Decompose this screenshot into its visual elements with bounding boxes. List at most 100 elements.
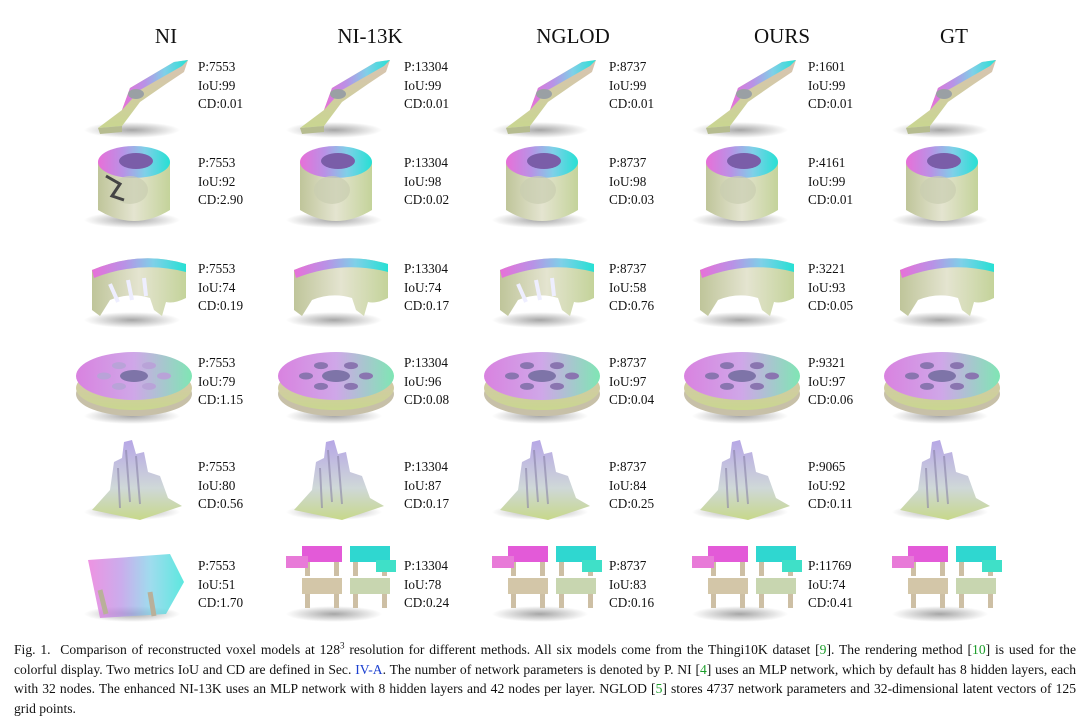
metric-cd: CD:0.01 [808, 192, 854, 208]
metrics-bracket-ni-13k: P:13304 IoU:99 CD:0.01 [404, 58, 449, 114]
metric-p: P:4161 [808, 155, 846, 170]
model-render-bracket-ni-13k [272, 50, 402, 142]
metric-iou: IoU:99 [808, 173, 846, 189]
model-render-wheel-gt [878, 336, 1008, 428]
metric-iou: IoU:97 [609, 373, 647, 389]
metric-p: P:7553 [198, 355, 236, 370]
metric-p: P:13304 [404, 155, 448, 170]
caption-fig-label: Fig. 1. [14, 642, 51, 657]
model-render-ring-nglod [478, 240, 608, 332]
metric-iou: IoU:96 [404, 373, 442, 389]
model-render-tables-nglod [478, 534, 608, 626]
model-render-bracket-ni [70, 50, 200, 142]
metric-cd: CD:0.08 [404, 392, 450, 408]
metric-iou: IoU:74 [404, 279, 442, 295]
metrics-bracket-ni: P:7553 IoU:99 CD:0.01 [198, 58, 243, 114]
model-render-bracket-nglod [478, 50, 608, 142]
metric-p: P:7553 [198, 459, 236, 474]
metric-cd: CD:0.25 [609, 496, 655, 512]
metric-cd: CD:0.24 [404, 595, 450, 611]
model-render-castle-ni-13k [272, 432, 402, 524]
metrics-wheel-ni-13k: P:13304 IoU:96 CD:0.08 [404, 354, 449, 410]
section-link-iva[interactable]: IV-A [355, 661, 383, 677]
metric-iou: IoU:74 [198, 279, 236, 295]
model-render-tables-ours [678, 534, 808, 626]
metric-p: P:8737 [609, 459, 647, 474]
metrics-tables-ni: P:7553 IoU:51 CD:1.70 [198, 557, 243, 613]
model-render-cylinder-gt [878, 140, 1008, 232]
model-render-tables-ni [70, 534, 200, 626]
metric-iou: IoU:99 [609, 77, 647, 93]
column-header-ours: OURS [753, 24, 811, 48]
metric-cd: CD:0.04 [609, 392, 655, 408]
metric-p: P:8737 [609, 155, 647, 170]
metrics-cylinder-nglod: P:8737 IoU:98 CD:0.03 [609, 154, 654, 210]
citation-link-5[interactable]: 5 [655, 681, 663, 697]
model-render-bracket-ours [678, 50, 808, 142]
metric-cd: CD:0.02 [404, 192, 450, 208]
metrics-wheel-nglod: P:8737 IoU:97 CD:0.04 [609, 354, 654, 410]
metrics-tables-nglod: P:8737 IoU:83 CD:0.16 [609, 557, 654, 613]
metric-cd: CD:0.05 [808, 298, 854, 314]
model-render-wheel-ours [678, 336, 808, 428]
metric-iou: IoU:51 [198, 576, 236, 592]
metric-p: P:13304 [404, 261, 448, 276]
metric-cd: CD:0.11 [808, 496, 853, 512]
citation-link-10[interactable]: 10 [972, 642, 986, 657]
metrics-bracket-ours: P:1601 IoU:99 CD:0.01 [808, 58, 853, 114]
figure-caption: Fig. 1. Comparison of reconstructed voxe… [14, 640, 1076, 718]
caption-text-5: . The number of network parameters is de… [382, 661, 700, 677]
metric-cd: CD:0.06 [808, 392, 854, 408]
metric-p: P:13304 [404, 355, 448, 370]
metrics-castle-ours: P:9065 IoU:92 CD:0.11 [808, 458, 853, 514]
metrics-tables-ours: P:11769 IoU:74 CD:0.41 [808, 557, 853, 613]
column-header-ni: NI [154, 24, 178, 48]
metric-p: P:3221 [808, 261, 846, 276]
metric-iou: IoU:99 [198, 77, 236, 93]
model-render-wheel-nglod [478, 336, 608, 428]
metric-cd: CD:0.19 [198, 298, 244, 314]
metrics-castle-ni-13k: P:13304 IoU:87 CD:0.17 [404, 458, 449, 514]
metric-cd: CD:1.70 [198, 595, 244, 611]
caption-text-6: ] uses an MLP network, which by default … [14, 661, 1077, 697]
metrics-castle-nglod: P:8737 IoU:84 CD:0.25 [609, 458, 654, 514]
caption-text-7: ] stores 4737 network parameters and 32-… [14, 681, 1076, 716]
metric-cd: CD:0.76 [609, 298, 655, 314]
metric-p: P:7553 [198, 558, 236, 573]
model-render-wheel-ni [70, 336, 200, 428]
model-render-castle-ni [70, 432, 200, 524]
metric-cd: CD:0.03 [609, 192, 655, 208]
model-render-ring-ni-13k [272, 240, 402, 332]
metrics-ring-nglod: P:8737 IoU:58 CD:0.76 [609, 260, 654, 316]
metric-cd: CD:0.01 [404, 96, 450, 112]
metric-iou: IoU:74 [808, 576, 846, 592]
metric-iou: IoU:99 [404, 77, 442, 93]
metric-iou: IoU:98 [609, 173, 647, 189]
column-header-nglod: NGLOD [536, 24, 610, 48]
metrics-cylinder-ni-13k: P:13304 IoU:98 CD:0.02 [404, 154, 449, 210]
metric-iou: IoU:99 [808, 77, 846, 93]
citation-link-4[interactable]: 4 [699, 661, 707, 677]
column-header-ni13k: NI-13K [337, 24, 403, 48]
metric-p: P:8737 [609, 558, 647, 573]
model-render-tables-gt [878, 534, 1008, 626]
metrics-cylinder-ni: P:7553 IoU:92 CD:2.90 [198, 154, 243, 210]
model-render-wheel-ni-13k [272, 336, 402, 428]
model-render-bracket-gt [878, 50, 1008, 142]
metric-cd: CD:0.01 [808, 96, 854, 112]
metrics-ring-ni-13k: P:13304 IoU:74 CD:0.17 [404, 260, 449, 316]
metric-cd: CD:0.17 [404, 496, 450, 512]
metric-cd: CD:0.41 [808, 595, 854, 611]
model-render-tables-ni-13k [272, 534, 402, 626]
metric-iou: IoU:87 [404, 477, 442, 493]
metric-p: P:7553 [198, 155, 236, 170]
metric-iou: IoU:93 [808, 279, 846, 295]
metrics-ring-ni: P:7553 IoU:74 CD:0.19 [198, 260, 243, 316]
metric-iou: IoU:98 [404, 173, 442, 189]
metric-cd: CD:1.15 [198, 392, 244, 408]
metric-p: P:13304 [404, 558, 448, 573]
citation-link-9[interactable]: 9 [819, 642, 827, 657]
metric-iou: IoU:83 [609, 576, 647, 592]
metric-iou: IoU:58 [609, 279, 647, 295]
caption-text-2: resolution for different methods. All si… [344, 642, 820, 657]
